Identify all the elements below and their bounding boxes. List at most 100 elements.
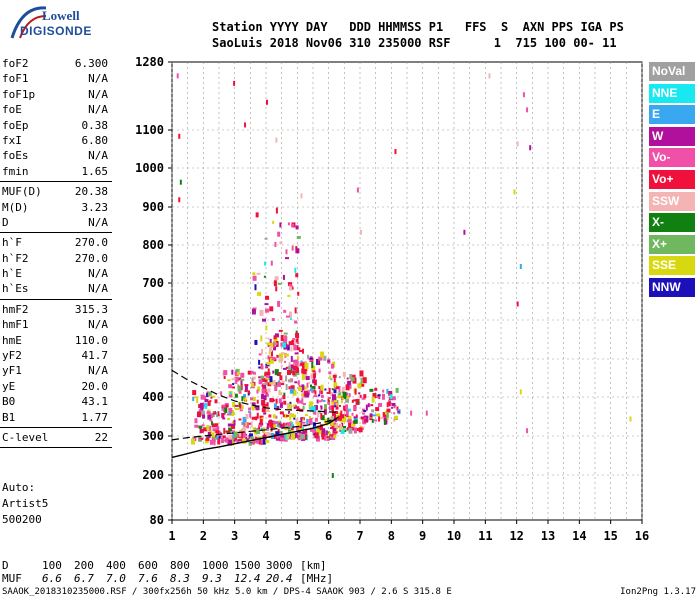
echo-point — [333, 431, 338, 434]
echo-point — [301, 365, 306, 372]
echo-point — [294, 352, 299, 355]
echo-point — [294, 320, 298, 324]
param-separator — [0, 181, 112, 183]
echo-point — [223, 412, 226, 415]
echo-point — [347, 420, 351, 424]
param-name: foE — [2, 103, 22, 117]
echo-point — [353, 419, 358, 424]
echo-point — [320, 384, 324, 391]
param-row: foF1 N/A — [0, 71, 112, 86]
echo-point — [344, 416, 347, 423]
param-name: hmF1 — [2, 318, 29, 332]
param-name: h`F2 — [2, 251, 29, 265]
echo-point — [338, 385, 341, 392]
echo-point — [203, 427, 208, 432]
echo-point — [297, 386, 302, 391]
echo-point — [347, 408, 352, 412]
echo-point — [274, 333, 279, 338]
echo-point — [200, 429, 204, 434]
echo-point — [262, 435, 265, 440]
echo-outlier-point — [513, 189, 516, 195]
echo-point — [222, 439, 225, 443]
echo-point — [211, 438, 214, 445]
echo-point — [209, 439, 213, 445]
echo-point — [241, 404, 244, 409]
echo-point — [295, 366, 298, 373]
param-row: yF2 41.7 — [0, 348, 112, 363]
echo-point — [199, 437, 204, 440]
echo-point — [274, 276, 279, 281]
muf-label: MUF — [2, 572, 22, 585]
echo-point — [224, 407, 228, 414]
echo-point — [248, 390, 251, 394]
echo-point — [276, 381, 281, 387]
echo-point — [269, 376, 273, 383]
echo-point — [201, 424, 205, 427]
echo-point — [257, 386, 261, 392]
echo-point — [240, 380, 243, 386]
echo-outlier-point — [233, 80, 236, 86]
echo-point — [244, 384, 249, 387]
echo-point — [196, 397, 199, 404]
echo-point — [294, 432, 298, 438]
echo-point — [350, 426, 355, 431]
echo-point — [270, 420, 275, 423]
echo-point — [294, 381, 298, 384]
echo-point — [299, 424, 302, 429]
echo-point — [313, 379, 317, 386]
echo-point — [357, 383, 362, 389]
x-tick-label: 1 — [168, 529, 175, 543]
echo-point — [320, 405, 323, 410]
echo-point — [304, 433, 307, 440]
echo-point — [280, 364, 283, 367]
x-tick-label: 16 — [635, 529, 649, 543]
echo-point — [311, 405, 316, 412]
echo-point — [323, 404, 327, 410]
legend-item-vo-: Vo+ — [649, 169, 695, 189]
echo-point — [292, 365, 297, 369]
echo-point — [304, 363, 309, 370]
echo-point — [283, 400, 287, 405]
echo-point — [348, 427, 353, 434]
echo-point — [289, 284, 293, 291]
echo-point — [279, 423, 283, 428]
logo-lowell-text: Lowell — [42, 8, 80, 23]
echo-outlier-point — [488, 73, 491, 79]
param-value: 22 — [94, 430, 108, 444]
echo-point — [376, 395, 380, 399]
echo-point — [333, 389, 337, 394]
echo-outlier-point — [526, 428, 529, 434]
echo-point — [269, 306, 274, 312]
echo-point — [240, 372, 245, 378]
echo-point — [341, 418, 346, 423]
echo-point — [252, 397, 256, 402]
param-value: N/A — [88, 215, 108, 229]
echo-point — [254, 284, 257, 291]
muf-value: 7.6 — [138, 572, 158, 585]
echo-point — [323, 418, 327, 424]
echo-point — [258, 366, 263, 369]
param-value: 6.80 — [81, 133, 109, 147]
echo-point — [269, 346, 273, 353]
echo-point — [312, 429, 317, 433]
echo-point — [211, 423, 216, 428]
echo-point — [302, 430, 307, 433]
echo-point — [271, 356, 276, 360]
echo-outlier-point — [176, 73, 179, 79]
param-row: h`E N/A — [0, 266, 112, 281]
distance-value: 3000 — [266, 559, 293, 572]
echo-outlier-point — [178, 197, 181, 203]
echo-point — [288, 386, 291, 390]
param-row: foEp 0.38 — [0, 118, 112, 133]
echo-point — [231, 369, 234, 375]
echo-point — [282, 425, 285, 429]
echo-point — [283, 339, 288, 343]
x-tick-label: 6 — [325, 529, 332, 543]
profile-curve — [171, 416, 339, 459]
echo-point — [254, 435, 257, 438]
echo-point — [285, 424, 288, 429]
echo-outlier-point — [356, 187, 359, 193]
echo-point — [360, 377, 363, 384]
echo-point — [336, 386, 340, 390]
echo-point — [258, 436, 263, 439]
